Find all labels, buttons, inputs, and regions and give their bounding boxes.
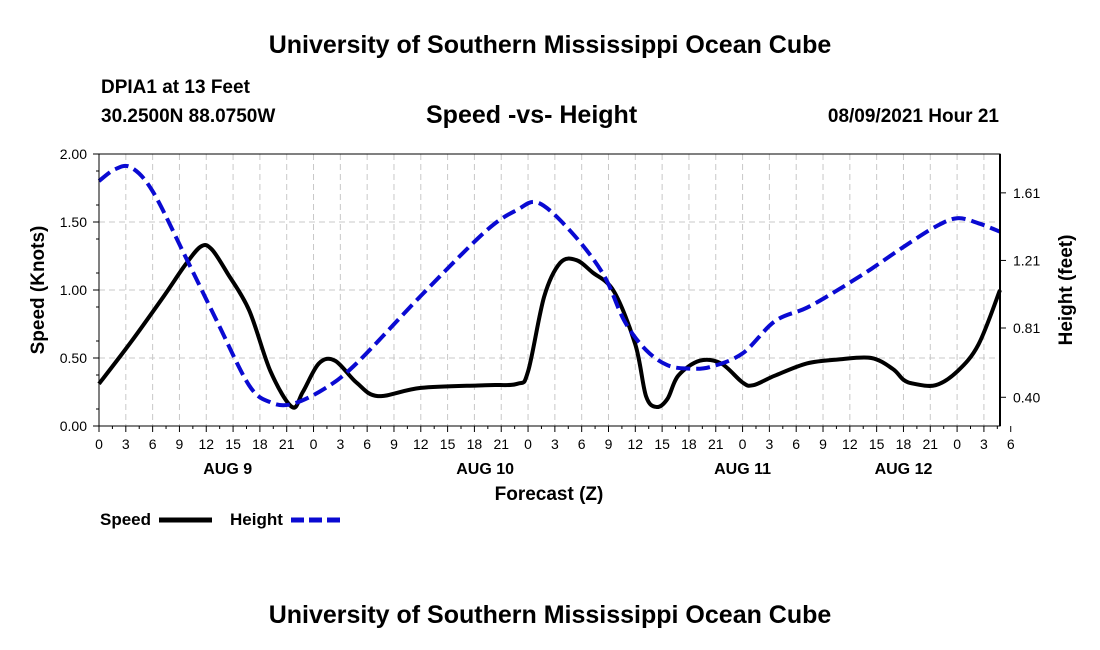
x-tick-label: 9 [176, 436, 184, 452]
x-tick-label: 0 [953, 436, 961, 452]
y-right-tick-label: 0.40 [1013, 389, 1040, 405]
x-tick-label: 21 [279, 436, 295, 452]
y-axis-right-label: Height (feet) [1056, 235, 1077, 346]
x-tick-label: 9 [605, 436, 613, 452]
x-tick-label: 18 [896, 436, 912, 452]
x-tick-label: 18 [467, 436, 483, 452]
x-tick-label: 0 [739, 436, 747, 452]
chart-title: Speed -vs- Height [426, 101, 638, 129]
y-left-tick-label: 1.50 [60, 214, 87, 230]
y-right-tick-label: 1.21 [1013, 252, 1040, 268]
y-left-tick-label: 1.00 [60, 282, 87, 298]
x-tick-label: 3 [336, 436, 344, 452]
station-coordinates: 30.2500N 88.0750W [101, 106, 276, 127]
x-tick-label: 6 [363, 436, 371, 452]
series-lines [97, 163, 1002, 410]
axis-ticks: 0 3 6 9 12 15 18 21 0 3 6 9 12 15 18 21 0 3 6 9 12 15 18 21 0 3 6 9… [60, 146, 1041, 478]
date-label: AUG 11 [714, 461, 771, 478]
legend-speed-label: Speed [100, 510, 151, 529]
footer-title: University of Southern Mississippi Ocean… [268, 601, 832, 629]
forecast-datetime: 08/09/2021 Hour 21 [827, 106, 999, 127]
speed-series-line [97, 242, 1002, 410]
x-tick-label: 12 [198, 436, 214, 452]
x-tick-label: 0 [524, 436, 532, 452]
date-label: AUG 10 [456, 461, 514, 478]
x-axis-label: Forecast (Z) [495, 484, 604, 505]
x-tick-label: 3 [765, 436, 773, 452]
y-left-tick-label: 0.50 [60, 350, 87, 366]
x-tick-label: 12 [842, 436, 858, 452]
y-axis-left-label: Speed (Knots) [28, 226, 49, 355]
x-tick-label: 21 [708, 436, 724, 452]
y-left-tick-label: 2.00 [60, 146, 87, 162]
x-tick-label: 15 [225, 436, 241, 452]
y-left-tick-label: 0.00 [60, 418, 87, 434]
x-tick-label: 21 [922, 436, 938, 452]
x-tick-label: 12 [413, 436, 429, 452]
x-tick-label: 6 [792, 436, 800, 452]
x-tick-label: 6 [578, 436, 586, 452]
x-tick-label: 15 [440, 436, 456, 452]
date-label: AUG 12 [875, 461, 933, 478]
date-label: AUG 9 [203, 461, 252, 478]
page-title: University of Southern Mississippi Ocean… [268, 31, 832, 59]
x-tick-label: 3 [980, 436, 988, 452]
station-name: DPIA1 at 13 Feet [101, 77, 250, 98]
legend: Speed Height [100, 510, 343, 529]
x-tick-label: 21 [493, 436, 509, 452]
y-right-tick-label: 1.61 [1013, 185, 1040, 201]
x-tick-label: 18 [252, 436, 268, 452]
x-tick-label: 3 [551, 436, 559, 452]
legend-height-label: Height [230, 510, 283, 529]
x-tick-label: 12 [628, 436, 644, 452]
x-tick-label: 9 [390, 436, 398, 452]
x-tick-label: 0 [95, 436, 103, 452]
x-tick-label: 6 [1007, 436, 1015, 452]
x-tick-label: 6 [149, 436, 157, 452]
x-tick-label: 0 [310, 436, 318, 452]
x-tick-label: 18 [681, 436, 697, 452]
x-tick-label: 3 [122, 436, 130, 452]
x-tick-label: 15 [654, 436, 670, 452]
height-series-line [97, 163, 1001, 408]
x-tick-label: 9 [819, 436, 827, 452]
x-tick-label: 15 [869, 436, 885, 452]
y-right-tick-label: 0.81 [1013, 320, 1040, 336]
grid-lines [99, 154, 1000, 426]
